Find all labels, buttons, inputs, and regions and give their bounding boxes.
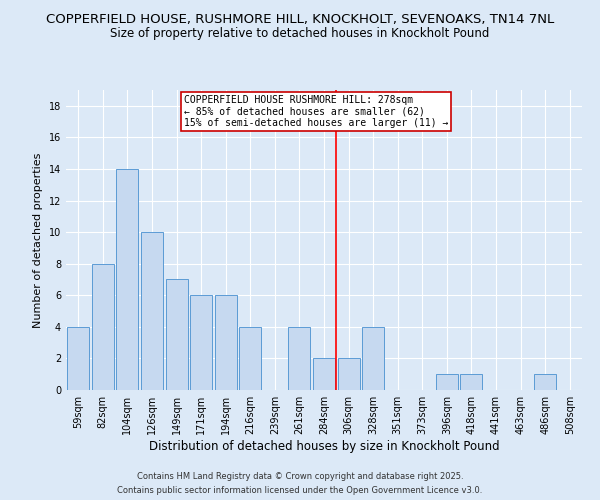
Bar (92, 264, 114, 390)
Bar (239, 327, 262, 390)
Bar (166, 280, 188, 390)
X-axis label: Distribution of detached houses by size in Knockholt Pound: Distribution of detached houses by size … (149, 440, 499, 452)
Bar (215, 296, 237, 390)
Text: Contains public sector information licensed under the Open Government Licence v3: Contains public sector information licen… (118, 486, 482, 495)
Bar (289, 327, 310, 390)
Bar (362, 327, 384, 390)
Bar (141, 232, 163, 390)
Text: COPPERFIELD HOUSE RUSHMORE HILL: 278sqm
← 85% of detached houses are smaller (62: COPPERFIELD HOUSE RUSHMORE HILL: 278sqm … (184, 94, 448, 128)
Bar (313, 358, 335, 390)
Bar (460, 374, 482, 390)
Bar (67, 327, 89, 390)
Y-axis label: Number of detached properties: Number of detached properties (33, 152, 43, 328)
Text: Contains HM Land Registry data © Crown copyright and database right 2025.: Contains HM Land Registry data © Crown c… (137, 472, 463, 481)
Bar (534, 374, 556, 390)
Bar (116, 169, 139, 390)
Bar (190, 296, 212, 390)
Text: COPPERFIELD HOUSE, RUSHMORE HILL, KNOCKHOLT, SEVENOAKS, TN14 7NL: COPPERFIELD HOUSE, RUSHMORE HILL, KNOCKH… (46, 12, 554, 26)
Text: Size of property relative to detached houses in Knockholt Pound: Size of property relative to detached ho… (110, 28, 490, 40)
Bar (436, 374, 458, 390)
Bar (338, 358, 359, 390)
